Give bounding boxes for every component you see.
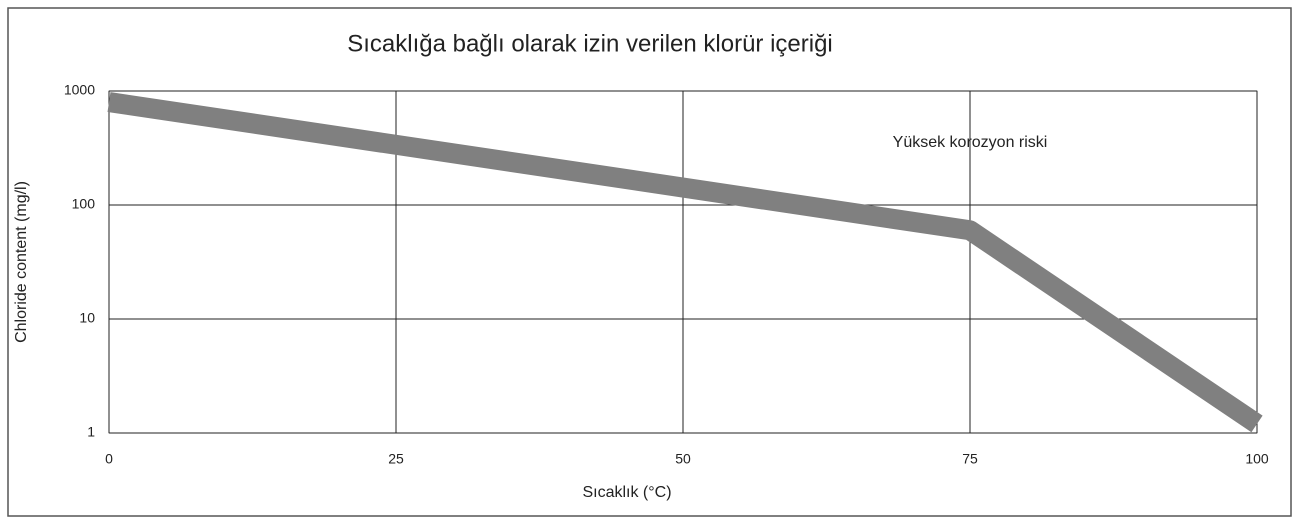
x-tick-label: 100	[1245, 451, 1269, 467]
y-tick-label: 1	[87, 424, 95, 440]
frame	[7, 7, 1292, 517]
y-axis-label: Chloride content (mg/l)	[13, 181, 30, 343]
y-tick-label: 100	[72, 196, 96, 212]
x-tick-label: 75	[962, 451, 978, 467]
x-tick-label: 25	[388, 451, 404, 467]
chart-title: Sıcaklığa bağlı olarak izin verilen klor…	[347, 30, 833, 57]
y-tick-label: 1000	[64, 82, 95, 98]
y-tick-label: 10	[79, 310, 95, 326]
x-axis-label: Sıcaklık (°C)	[582, 484, 671, 501]
x-tick-label: 50	[675, 451, 691, 467]
line	[107, 92, 1263, 433]
x-tick-label: 0	[105, 451, 113, 467]
